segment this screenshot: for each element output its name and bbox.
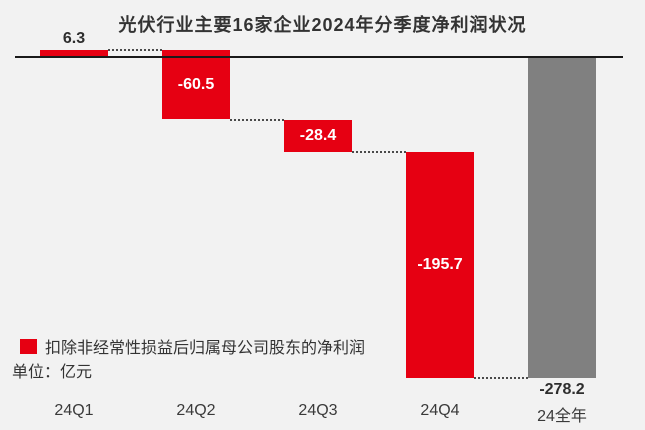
legend: 扣除非经常性损益后归属母公司股东的净利润 [20,334,365,358]
connector-24Q1-to-24Q2 [108,48,162,51]
connector-24Q2-to-24Q3 [230,118,284,121]
connector-24Q3-to-24Q4 [352,151,406,154]
chart-title: 光伏行业主要16家企业2024年分季度净利润状况 [118,15,527,35]
x-axis-label-24Q3: 24Q3 [298,402,338,419]
x-axis-label-24全年: 24全年 [537,408,587,425]
bar-value-label: -60.5 [177,75,215,93]
bar-24全年 [528,57,596,378]
connector-24Q4-to-24全年 [474,377,528,379]
legend-label: 扣除非经常性损益后归属母公司股东的净利润 [45,340,366,357]
bar-24Q4: -195.7 [406,152,474,378]
bar-24Q2: -60.5 [162,49,230,120]
zero-axis-line [15,56,623,58]
bar-value-label: -278.2 [539,380,585,398]
unit-label: 单位：亿元 [12,364,93,381]
x-axis-label-24Q2: 24Q2 [176,402,216,419]
x-axis-label-24Q4: 24Q4 [420,402,460,419]
bar-value-label: -28.4 [299,126,337,144]
bar-24Q3: -28.4 [284,119,352,153]
bar-value-label: -195.7 [417,256,463,274]
bar-24Q1 [40,49,108,57]
x-axis-label-24Q1: 24Q1 [54,402,94,419]
bar-value-label: 6.3 [62,29,86,47]
legend-swatch-icon [20,338,37,354]
